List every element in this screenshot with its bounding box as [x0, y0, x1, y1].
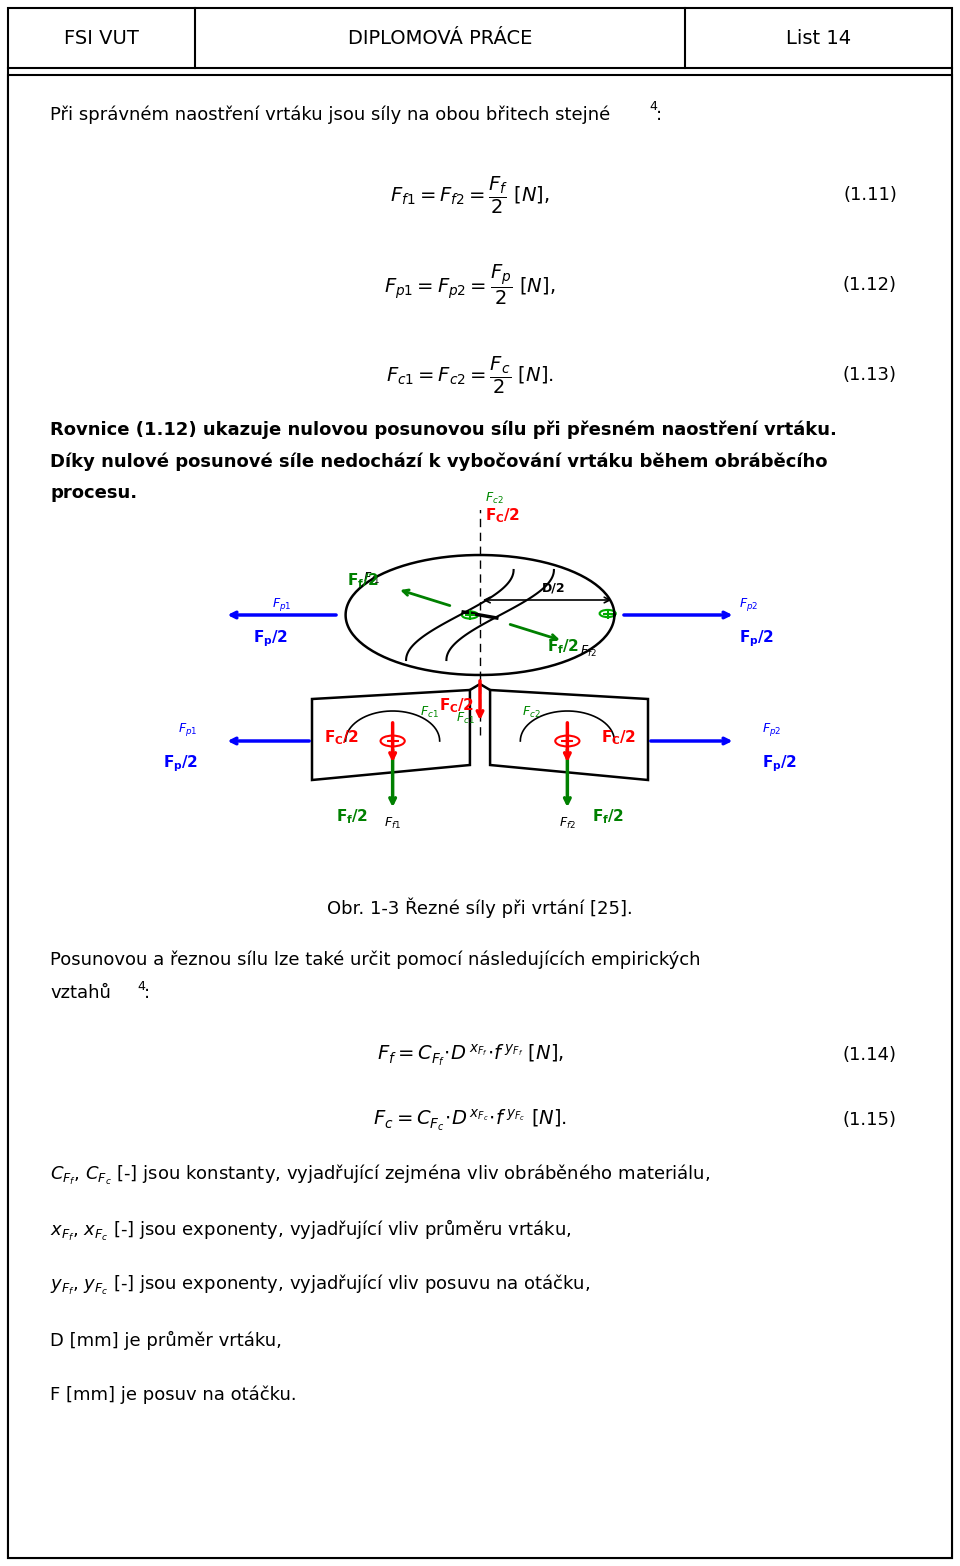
- Text: $F_{c1}$: $F_{c1}$: [420, 705, 439, 720]
- Text: D [mm] je průměr vrtáku,: D [mm] je průměr vrtáku,: [50, 1331, 282, 1350]
- Text: $F_{p1}$: $F_{p1}$: [273, 595, 292, 612]
- Text: FSI VUT: FSI VUT: [64, 28, 139, 47]
- Text: (1.13): (1.13): [843, 366, 897, 384]
- Text: $\mathbf{F_C/2}$: $\mathbf{F_C/2}$: [324, 728, 359, 747]
- Text: $\mathbf{F_p/2}$: $\mathbf{F_p/2}$: [162, 753, 198, 774]
- Text: List 14: List 14: [786, 28, 852, 47]
- Text: Díky nulové posunové síle nedochází k vybočování vrtáku během obráběcího: Díky nulové posunové síle nedochází k vy…: [50, 453, 828, 471]
- Text: (1.11): (1.11): [843, 186, 897, 204]
- Text: $F_c = C_{F_c} \!\cdot\! D^{\,x_{F_c}} \!\cdot\! f^{\,y_{F_c}}\ [N].$: $F_c = C_{F_c} \!\cdot\! D^{\,x_{F_c}} \…: [373, 1107, 567, 1132]
- Text: (1.14): (1.14): [843, 1046, 897, 1063]
- Polygon shape: [312, 691, 470, 780]
- Text: $\mathbf{F_p/2}$: $\mathbf{F_p/2}$: [739, 628, 774, 648]
- Text: $F_{p2}$: $F_{p2}$: [762, 720, 781, 738]
- Text: $F_{c1}$: $F_{c1}$: [456, 711, 474, 727]
- Text: Při správném naostření vrtáku jsou síly na obou břitech stejné: Při správném naostření vrtáku jsou síly …: [50, 106, 611, 124]
- Polygon shape: [490, 691, 648, 780]
- Text: $C_{F_f}$, $C_{F_c}$ [-] jsou konstanty, vyjadřující zejména vliv obráběného mat: $C_{F_f}$, $C_{F_c}$ [-] jsou konstanty,…: [50, 1164, 710, 1187]
- Text: 4: 4: [137, 979, 145, 993]
- Text: (1.12): (1.12): [843, 276, 897, 294]
- Text: $\mathbf{F_f/2}$: $\mathbf{F_f/2}$: [347, 572, 379, 590]
- Text: 4: 4: [649, 100, 657, 113]
- Text: $F_{f1}$: $F_{f1}$: [363, 570, 380, 586]
- Text: $F_{f2}$: $F_{f2}$: [580, 644, 597, 659]
- Text: $F_f = C_{F_f} \!\cdot\! D^{\,x_{F_f}} \!\cdot\! f^{\,y_{F_f}}\ [N],$: $F_f = C_{F_f} \!\cdot\! D^{\,x_{F_f}} \…: [376, 1043, 564, 1068]
- Text: $F_{p2}$: $F_{p2}$: [739, 595, 758, 612]
- Text: $\mathbf{F_p/2}$: $\mathbf{F_p/2}$: [762, 753, 798, 774]
- Text: $\mathbf{F_f/2}$: $\mathbf{F_f/2}$: [336, 806, 369, 825]
- Text: $\mathbf{F_C/2}$: $\mathbf{F_C/2}$: [486, 506, 520, 525]
- Text: DIPLOMOVÁ PRÁCE: DIPLOMOVÁ PRÁCE: [348, 28, 532, 47]
- Text: :: :: [656, 106, 662, 124]
- Text: $F_{f1} = F_{f2} = \dfrac{F_f}{2}\ [N],$: $F_{f1} = F_{f2} = \dfrac{F_f}{2}\ [N],$: [390, 174, 550, 216]
- Text: F [mm] je posuv na otáčku.: F [mm] je posuv na otáčku.: [50, 1386, 297, 1405]
- Text: D/2: D/2: [542, 581, 565, 595]
- Text: Posunovou a řeznou sílu lze také určit pomocí následujících empirických: Posunovou a řeznou sílu lze také určit p…: [50, 951, 701, 969]
- Text: $x_{F_f}$, $x_{F_c}$ [-] jsou exponenty, vyjadřující vliv průměru vrtáku,: $x_{F_f}$, $x_{F_c}$ [-] jsou exponenty,…: [50, 1217, 571, 1242]
- Text: $\mathbf{F_f/2}$: $\mathbf{F_f/2}$: [591, 806, 624, 825]
- Text: $F_{c1} = F_{c2} = \dfrac{F_c}{2}\ [N].$: $F_{c1} = F_{c2} = \dfrac{F_c}{2}\ [N].$: [386, 354, 554, 396]
- Text: procesu.: procesu.: [50, 484, 137, 503]
- Text: $\mathbf{F_f/2}$: $\mathbf{F_f/2}$: [547, 637, 580, 656]
- Text: $\mathbf{F_p/2}$: $\mathbf{F_p/2}$: [253, 628, 288, 648]
- Text: $F_{f1}$: $F_{f1}$: [384, 816, 401, 832]
- Text: $F_{c2}$: $F_{c2}$: [486, 490, 504, 506]
- Text: :: :: [144, 983, 150, 1002]
- Text: $F_{c2}$: $F_{c2}$: [522, 705, 540, 720]
- Text: $F_{p1}$: $F_{p1}$: [179, 720, 198, 738]
- Text: Rovnice (1.12) ukazuje nulovou posunovou sílu při přesném naostření vrtáku.: Rovnice (1.12) ukazuje nulovou posunovou…: [50, 421, 837, 438]
- Text: $F_{p1} = F_{p2} = \dfrac{F_p}{2}\ [N],$: $F_{p1} = F_{p2} = \dfrac{F_p}{2}\ [N],$: [384, 263, 556, 307]
- Text: vztahů: vztahů: [50, 983, 110, 1002]
- Text: $F_{f2}$: $F_{f2}$: [559, 816, 576, 832]
- Text: Obr. 1-3 Řezné síly při vrtání [25].: Obr. 1-3 Řezné síly při vrtání [25].: [327, 897, 633, 918]
- Text: $y_{F_f}$, $y_{F_c}$ [-] jsou exponenty, vyjadřující vliv posuvu na otáčku,: $y_{F_f}$, $y_{F_c}$ [-] jsou exponenty,…: [50, 1273, 590, 1297]
- Text: (1.15): (1.15): [843, 1110, 897, 1129]
- Text: $\mathbf{F_C/2}$: $\mathbf{F_C/2}$: [440, 695, 474, 714]
- Text: $\mathbf{F_C/2}$: $\mathbf{F_C/2}$: [601, 728, 636, 747]
